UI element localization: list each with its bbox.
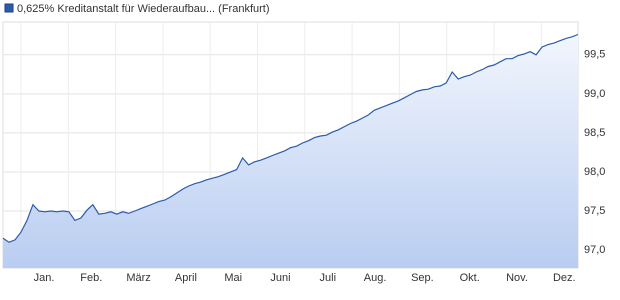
line — [2, 33, 579, 243]
y-tick-label: 99,0 — [584, 88, 605, 100]
x-tick-label: Feb. — [80, 272, 102, 284]
x-tick-label: Okt. — [460, 272, 480, 284]
y-tick-label: 97,0 — [584, 244, 605, 256]
x-tick-label: April — [175, 272, 197, 284]
x-tick-label: Nov. — [506, 272, 528, 284]
area-fill — [3, 34, 578, 268]
x-tick-label: Dez. — [553, 272, 576, 284]
y-tick-label: 98,5 — [584, 127, 605, 139]
x-tick-label: März — [126, 272, 150, 284]
x-tick-label: Juni — [270, 272, 290, 284]
x-tick-label: Jan. — [34, 272, 55, 284]
x-tick-label: Aug. — [364, 272, 387, 284]
x-tick-label: Juli — [320, 272, 337, 284]
legend-swatch — [4, 3, 14, 13]
legend-label: 0,625% Kreditanstalt für Wiederaufbau...… — [17, 3, 270, 15]
y-tick-label: 98,0 — [584, 166, 605, 178]
y-tick-label: 99,5 — [584, 49, 605, 61]
y-tick-label: 97,5 — [584, 205, 605, 217]
x-tick-label: Sep. — [411, 272, 434, 284]
x-tick-label: Mai — [224, 272, 242, 284]
